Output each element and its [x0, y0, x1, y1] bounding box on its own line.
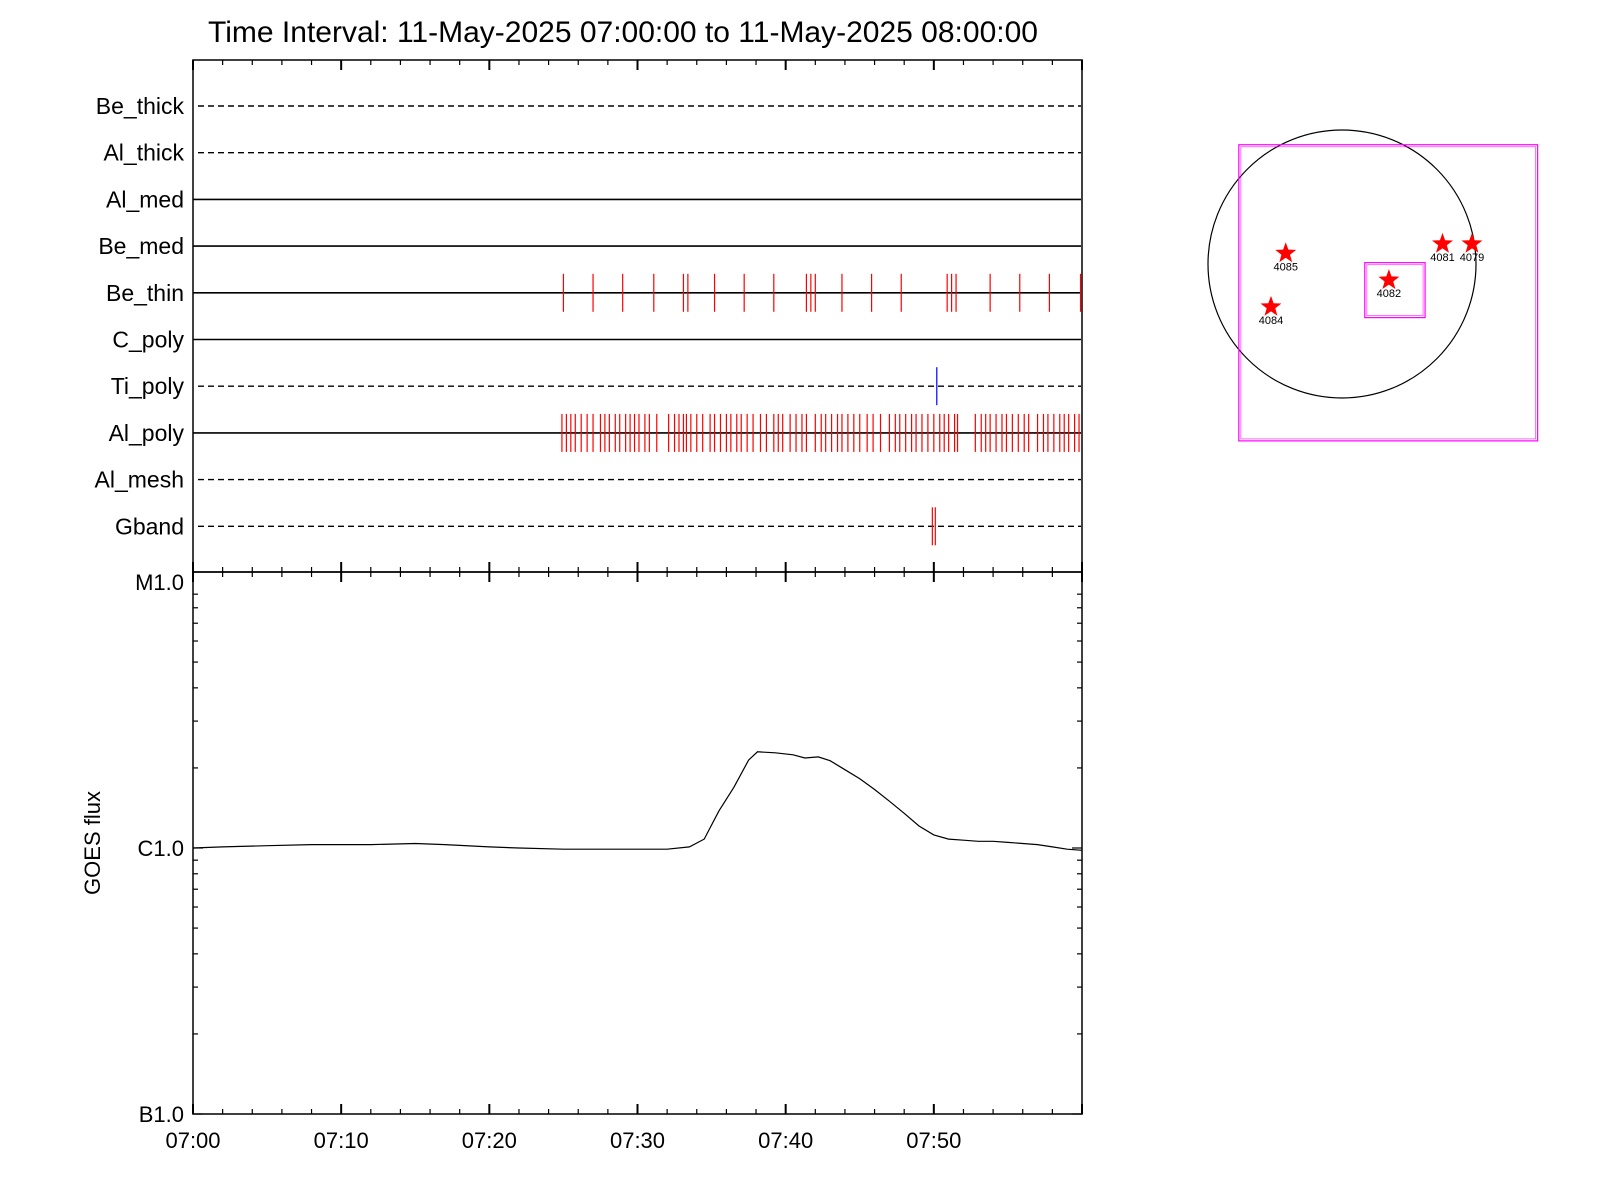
goes-flux-line	[192, 751, 1083, 851]
active-region-label: 4085	[1273, 261, 1297, 273]
x-tick-label: 07:00	[165, 1128, 220, 1153]
timeline-panel: Be_thick Al_thick Al_med Be_med Be_thin C_pol…	[95, 59, 1083, 573]
row-label-gband: Gband	[115, 513, 184, 539]
field-of-view-box-inner	[1240, 146, 1537, 440]
active-region-marker	[1275, 242, 1297, 263]
active-region-marker	[1378, 269, 1400, 289]
goes-frame	[192, 571, 1083, 1115]
y-tick-label: C1.0	[138, 836, 184, 861]
x-tick-label: 07:30	[610, 1128, 665, 1153]
active-region-label: 4081	[1430, 252, 1454, 264]
row-label-be_thin: Be_thin	[106, 280, 184, 306]
row-label-c_poly: C_poly	[112, 327, 184, 353]
goes-flux-panel: GOES flux 07:00 07:10 07:20 07:30 07:40 07:50…	[80, 570, 1083, 1153]
chart-title: Time Interval: 11-May-2025 07:00:00 to 1…	[208, 16, 1038, 49]
x-tick-label: 07:20	[462, 1128, 517, 1153]
row-label-be_thick: Be_thick	[96, 93, 185, 119]
active-region-label: 4082	[1377, 288, 1401, 300]
solar-disk-panel: 4085 4084 4082 4081 4079	[1207, 129, 1539, 442]
row-label-be_med: Be_med	[98, 233, 184, 259]
row-label-al_mesh: Al_mesh	[95, 467, 184, 493]
active-region-label: 4079	[1460, 252, 1484, 264]
row-label-al_med: Al_med	[106, 186, 184, 212]
active-region-label: 4084	[1259, 315, 1283, 327]
active-region-marker	[1432, 232, 1453, 253]
active-region-marker	[1461, 232, 1483, 253]
field-of-view-box	[1238, 144, 1539, 442]
x-tick-label: 07:50	[906, 1128, 961, 1153]
field-of-view-box	[1364, 262, 1426, 319]
row-label-al_thick: Al_thick	[103, 140, 184, 166]
row-label-al_poly: Al_poly	[109, 420, 185, 446]
row-label-ti_poly: Ti_poly	[111, 373, 185, 399]
y-tick-label: M1.0	[135, 570, 184, 595]
field-of-view-box-inner	[1366, 264, 1424, 317]
solar-disk	[1207, 129, 1477, 399]
active-region-marker	[1260, 295, 1282, 316]
y-axis-label: GOES flux	[80, 791, 105, 895]
x-tick-label: 07:40	[758, 1128, 813, 1153]
timeline-frame	[192, 59, 1083, 573]
x-tick-label: 07:10	[314, 1128, 369, 1153]
y-tick-label: B1.0	[139, 1102, 184, 1127]
